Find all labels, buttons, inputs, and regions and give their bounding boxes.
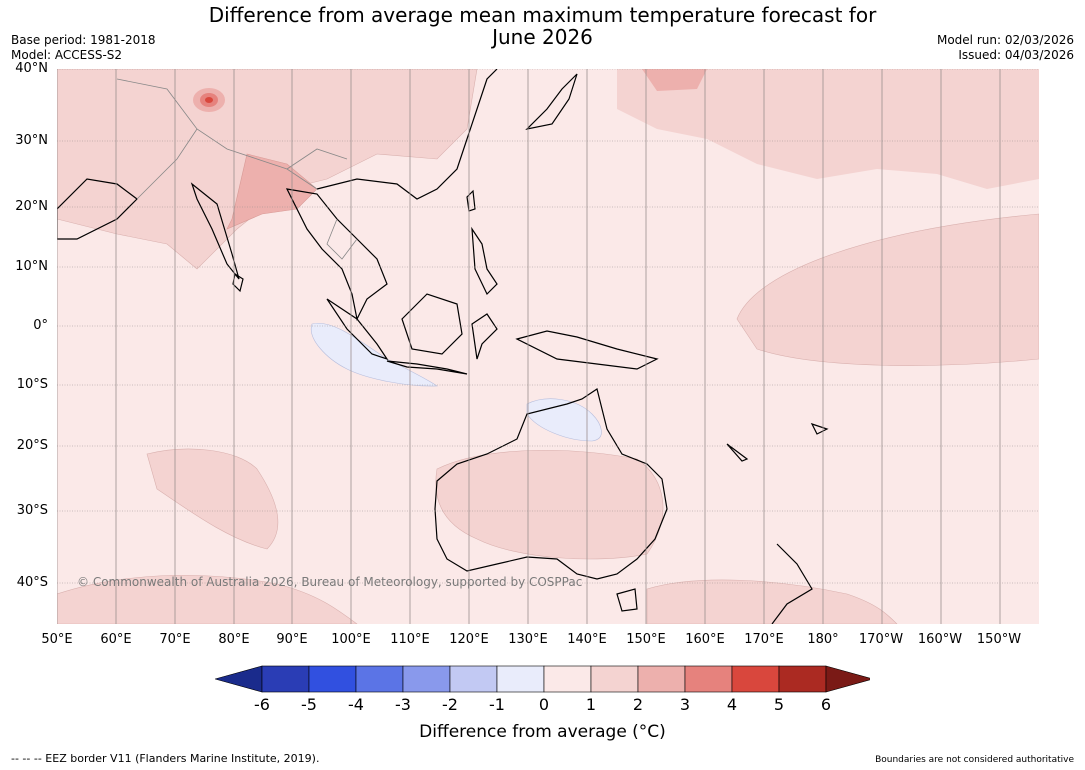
colorbar-tick-label: 2 [632,695,644,714]
lon-label: 170°W [858,632,904,647]
lon-label: 120°E [449,632,489,647]
coastlines [57,69,829,624]
coast-philippines [471,226,498,296]
lon-label: 160°E [685,632,725,647]
coast-java [386,360,468,375]
colorbar-cell [543,665,592,693]
colorbar-cell [637,665,686,693]
anomaly-region-tasman [646,579,898,624]
anomaly-region-indian-ocean-south [146,448,279,550]
eez-legend: -- -- -- EEZ border V11 (Flanders Marine… [11,752,320,765]
lon-label: 180° [807,632,839,647]
lon-label: 100°E [331,632,371,647]
coast-sulawesi [471,313,498,360]
map-panel [57,69,1039,624]
lat-label: 20°N [15,199,48,214]
coast-arabia [57,178,138,240]
colorbar-tick-label: -5 [301,695,317,714]
coast-china [316,69,498,200]
lat-label: 10°N [15,259,48,274]
lon-label: 60°E [100,632,132,647]
base-period: Base period: 1981-2018 [11,33,156,47]
coast-sumatra [326,298,389,361]
lat-label: 20°S [16,438,48,453]
graticule [57,69,1039,584]
colorbar-tick-label: -6 [254,695,270,714]
colorbar-cap-high [825,665,870,693]
colorbar-tick-label: 1 [585,695,597,714]
colorbar-cell [355,665,404,693]
country-borders [116,78,358,260]
lon-label: 70°E [159,632,191,647]
meridians [57,69,1001,624]
colorbar-cap-low [215,665,263,693]
colorbar [215,665,870,693]
colorbar-tick-label: 3 [679,695,691,714]
copyright-notice: © Commonwealth of Australia 2026, Bureau… [77,575,583,589]
lon-label: 150°E [626,632,666,647]
colorbar-label: Difference from average (°C) [419,722,666,742]
colorbar-cell [684,665,733,693]
colorbar-tick-label: -4 [348,695,364,714]
coast-japan [525,73,578,130]
issued-date: Issued: 04/03/2026 [958,48,1074,62]
colorbar-cell [778,665,827,693]
coast-taiwan [466,189,476,212]
coast-new-guinea [515,330,659,370]
anomaly-region-southern-ocean [57,574,358,624]
lon-label: 160°W [917,632,963,647]
coast-new-zealand [771,543,813,624]
lon-label: 130°E [508,632,548,647]
lon-label: 90°E [276,632,308,647]
title-line-1: Difference from average mean maximum tem… [208,3,877,27]
anomaly-region-north-pacific [617,69,1039,189]
boundary-disclaimer: Boundaries are not considered authoritat… [875,755,1074,765]
colorbar-cell [731,665,780,693]
lat-label: 40°S [16,575,48,590]
colorbar-tick-label: -1 [489,695,505,714]
coast-borneo [401,293,463,355]
anomaly-region-india [226,153,318,230]
meta-left: Base period: 1981-2018 Model: ACCESS-S2 [11,33,156,63]
colorbar-cell [308,665,357,693]
colorbar-tick-label: 6 [820,695,832,714]
model-run: Model run: 02/03/2026 [936,33,1074,47]
colorbar-cell [590,665,639,693]
lon-label: 50°E [41,632,73,647]
map-title: Difference from average mean maximum tem… [0,4,1085,48]
colorbar-cell [449,665,498,693]
lat-label: 40°N [15,61,48,76]
colorbar-tick-label: -3 [395,695,411,714]
coast-tasmania [616,588,638,612]
lon-label: 150°W [976,632,1022,647]
title-line-2: June 2026 [492,25,593,49]
lat-label: 10°S [16,377,48,392]
coast-new-caledonia [726,443,749,462]
lat-label: 30°N [15,133,48,148]
colorbar-cell [402,665,451,693]
colorbar-tick-label: 4 [726,695,738,714]
anomaly-region-australia [435,449,664,560]
coast-sri-lanka [232,273,244,293]
lon-label: 170°E [744,632,784,647]
colorbar-tick-label: 0 [538,695,550,714]
coast-australia [434,388,668,580]
coast-india [190,182,240,280]
lon-label: 140°E [567,632,607,647]
colorbar-tick-label: -2 [442,695,458,714]
lat-label: 0° [33,318,48,333]
coast-fiji [810,422,829,435]
lon-label: 80°E [218,632,250,647]
anomaly-hotspot-himalaya-peak [205,97,213,103]
lat-label: 30°S [16,503,48,518]
anomaly-region-pacific-north [642,69,707,91]
lon-label: 110°E [390,632,430,647]
anomaly-region-equatorial-pacific [736,213,1039,366]
model-name: Model: ACCESS-S2 [11,48,123,62]
colorbar-cell [261,665,310,693]
colorbar-tick-label: 5 [773,695,785,714]
colorbar-cell [496,665,545,693]
map-canvas [57,69,1039,624]
meta-right: Model run: 02/03/2026 Issued: 04/03/2026 [937,33,1074,63]
